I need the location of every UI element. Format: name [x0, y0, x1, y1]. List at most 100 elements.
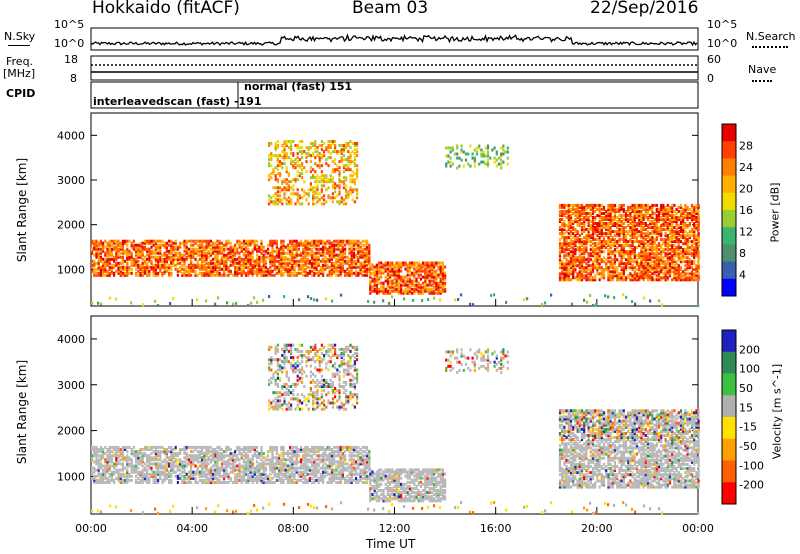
power-echo-cell — [106, 261, 109, 265]
power-echo-cell — [283, 158, 286, 162]
power-echo-cell — [126, 265, 129, 269]
power-echo-cell — [660, 262, 663, 266]
power-echo-cell — [323, 198, 326, 202]
power-echo-cell — [444, 277, 447, 281]
power-echo-cell — [110, 253, 113, 257]
power-echo-cell — [572, 252, 575, 256]
power-echo-cell — [439, 285, 442, 289]
power-echo-cell — [563, 250, 566, 254]
power-echo-cell — [119, 243, 122, 247]
power-echo-cell — [280, 245, 283, 249]
power-echo-cell — [196, 298, 199, 302]
power-echo-cell — [596, 228, 599, 231]
power-echo-cell — [165, 245, 168, 249]
power-echo-cell — [216, 251, 219, 255]
power-echo-cell — [336, 152, 339, 156]
power-echo-cell — [567, 248, 570, 252]
power-echo-cell — [682, 274, 685, 278]
power-echo-cell — [580, 248, 584, 252]
power-echo-cell — [620, 232, 623, 236]
power-echo-cell — [594, 232, 597, 236]
power-echo-cell — [561, 246, 564, 250]
power-echo-cell — [688, 278, 691, 282]
power-echo-cell — [589, 264, 592, 268]
power-echo-cell — [220, 251, 223, 255]
power-echo-cell — [437, 267, 440, 271]
power-echo-cell — [154, 247, 157, 251]
power-echo-cell — [203, 257, 206, 261]
velocity-echo-cell — [148, 454, 151, 458]
power-echo-cell — [684, 240, 687, 244]
power-echo-cell — [325, 174, 328, 178]
velocity-echo-cell — [157, 466, 160, 470]
velocity-echo-cell — [135, 474, 138, 478]
power-echo-cell — [580, 276, 584, 280]
power-echo-cell — [141, 271, 144, 275]
power-echo-cell — [565, 203, 568, 207]
power-echo-cell — [574, 203, 577, 207]
power-echo-cell — [281, 166, 284, 170]
power-echo-cell — [598, 240, 601, 244]
power-echo-cell — [646, 254, 650, 258]
power-echo-cell — [369, 285, 372, 289]
power-echo-cell — [613, 207, 617, 211]
power-echo-cell — [110, 239, 113, 243]
velocity-echo-cell — [130, 468, 133, 472]
power-echo-cell — [693, 209, 696, 213]
power-echo-cell — [585, 236, 588, 240]
velocity-echo-cell — [179, 452, 182, 456]
velocity-echo-cell — [99, 472, 102, 476]
power-echo-cell — [353, 200, 356, 204]
power-echo-cell — [417, 273, 420, 277]
power-echo-cell — [141, 261, 144, 265]
power-echo-cell — [163, 253, 166, 257]
power-echo-cell — [113, 255, 116, 259]
power-echo-cell — [600, 228, 603, 231]
power-echo-cell — [403, 297, 406, 301]
power-echo-cell — [289, 269, 292, 273]
power-echo-cell — [335, 261, 338, 265]
power-echo-cell — [335, 253, 338, 257]
power-echo-cell — [350, 261, 353, 265]
power-echo-cell — [242, 267, 245, 271]
power-echo-cell — [572, 220, 575, 223]
power-echo-cell — [644, 274, 647, 278]
power-echo-cell — [693, 236, 696, 240]
power-echo-cell — [576, 276, 579, 280]
power-echo-cell — [602, 216, 606, 219]
power-echo-cell — [500, 162, 503, 166]
power-echo-cell — [245, 259, 248, 263]
power-echo-cell — [430, 273, 433, 277]
velocity-echo-cell — [91, 458, 94, 462]
power-echo-cell — [329, 174, 332, 178]
velocity-echo-cell — [141, 464, 144, 468]
power-echo-cell — [646, 248, 650, 252]
power-echo-cell — [640, 248, 643, 252]
cpid-label: CPID — [6, 87, 36, 100]
power-echo-cell — [675, 272, 678, 276]
power-echo-cell — [417, 263, 420, 267]
power-echo-cell — [541, 303, 544, 307]
power-echo-cell — [380, 275, 383, 279]
power-echo-cell — [245, 273, 248, 277]
power-echo-cell — [349, 146, 352, 150]
velocity-echo-cell — [185, 481, 188, 484]
power-echo-cell — [660, 258, 663, 262]
power-echo-cell — [473, 148, 476, 152]
power-echo-cell — [238, 265, 241, 269]
power-echo-cell — [282, 241, 285, 245]
power-echo-cell — [313, 251, 316, 255]
power-echo-cell — [578, 214, 581, 217]
power-echo-cell — [567, 203, 570, 207]
power-echo-cell — [353, 178, 356, 182]
power-echo-cell — [677, 240, 680, 244]
power-echo-cell — [697, 264, 700, 268]
power-echo-cell — [357, 255, 360, 259]
power-echo-cell — [679, 272, 683, 276]
power-echo-cell — [380, 289, 383, 293]
power-echo-cell — [339, 271, 342, 275]
power-echo-cell — [578, 212, 581, 215]
power-echo-cell — [675, 238, 678, 242]
power-echo-cell — [618, 278, 621, 282]
power-echo-cell — [569, 224, 573, 227]
